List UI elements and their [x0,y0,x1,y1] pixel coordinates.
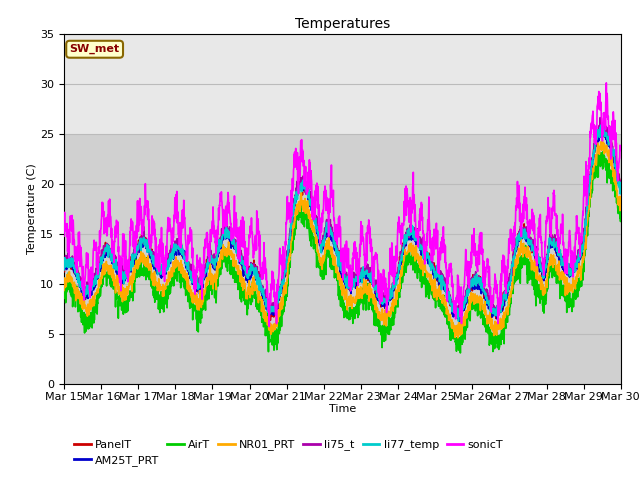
PanelT [88,279,96,285]
sonicT [88,270,96,276]
AirT [594,146,602,152]
li75_t [601,127,609,132]
AirT [331,267,339,273]
Legend: PanelT, AM25T_PRT, AirT, NR01_PRT, li75_t, li77_temp, sonicT: PanelT, AM25T_PRT, AirT, NR01_PRT, li75_… [70,435,508,470]
li77_temp [316,238,324,243]
sonicT [60,233,68,239]
li77_temp [602,131,609,136]
NR01_PRT [598,138,606,144]
li75_t [499,298,506,303]
NR01_PRT [602,147,609,153]
li75_t [88,283,96,288]
li75_t [331,242,339,248]
AirT [499,336,506,342]
Line: PanelT: PanelT [64,125,621,320]
li75_t [492,312,499,318]
li77_temp [617,188,625,194]
li75_t [596,115,604,120]
Line: NR01_PRT: NR01_PRT [64,141,621,338]
NR01_PRT [454,335,461,341]
AM25T_PRT [456,320,464,326]
AirT [617,209,625,215]
li75_t [602,128,609,133]
PanelT [60,262,68,267]
AirT [316,260,324,266]
NR01_PRT [316,254,324,260]
Line: li77_temp: li77_temp [64,125,621,321]
NR01_PRT [601,150,609,156]
NR01_PRT [331,254,339,260]
Text: SW_met: SW_met [70,44,120,54]
Line: AM25T_PRT: AM25T_PRT [64,128,621,323]
AM25T_PRT [602,132,609,137]
li77_temp [60,267,68,273]
li77_temp [598,122,605,128]
NR01_PRT [499,320,506,325]
AirT [88,308,96,314]
li77_temp [499,299,506,305]
sonicT [499,268,506,274]
sonicT [601,122,609,128]
AM25T_PRT [316,240,324,246]
AM25T_PRT [88,283,96,288]
li75_t [617,178,625,184]
PanelT [499,307,506,312]
AirT [456,350,464,356]
AirT [601,158,609,164]
PanelT [266,317,274,323]
li77_temp [454,318,462,324]
sonicT [602,80,610,86]
AM25T_PRT [600,125,607,131]
PanelT [602,130,609,135]
li77_temp [88,282,96,288]
Line: AirT: AirT [64,149,621,353]
Title: Temperatures: Temperatures [295,17,390,31]
AM25T_PRT [499,303,506,309]
AirT [602,159,609,165]
PanelT [316,239,324,244]
sonicT [601,113,609,119]
PanelT [600,122,607,128]
AM25T_PRT [617,185,625,191]
AM25T_PRT [331,241,339,247]
li75_t [60,261,68,267]
X-axis label: Time: Time [329,405,356,414]
li75_t [316,238,324,243]
Bar [64,134,621,384]
sonicT [331,229,339,235]
sonicT [617,143,625,149]
PanelT [331,242,339,248]
AirT [60,295,68,300]
PanelT [617,180,625,185]
Bar [64,34,621,134]
NR01_PRT [617,202,625,208]
NR01_PRT [88,302,96,308]
Y-axis label: Temperature (C): Temperature (C) [28,163,37,254]
sonicT [266,324,273,329]
li77_temp [601,130,609,135]
li77_temp [331,240,339,245]
AM25T_PRT [601,126,609,132]
Line: li75_t: li75_t [64,118,621,315]
AM25T_PRT [60,267,68,273]
PanelT [601,134,609,140]
sonicT [316,240,324,246]
Line: sonicT: sonicT [64,83,621,326]
NR01_PRT [60,288,68,293]
